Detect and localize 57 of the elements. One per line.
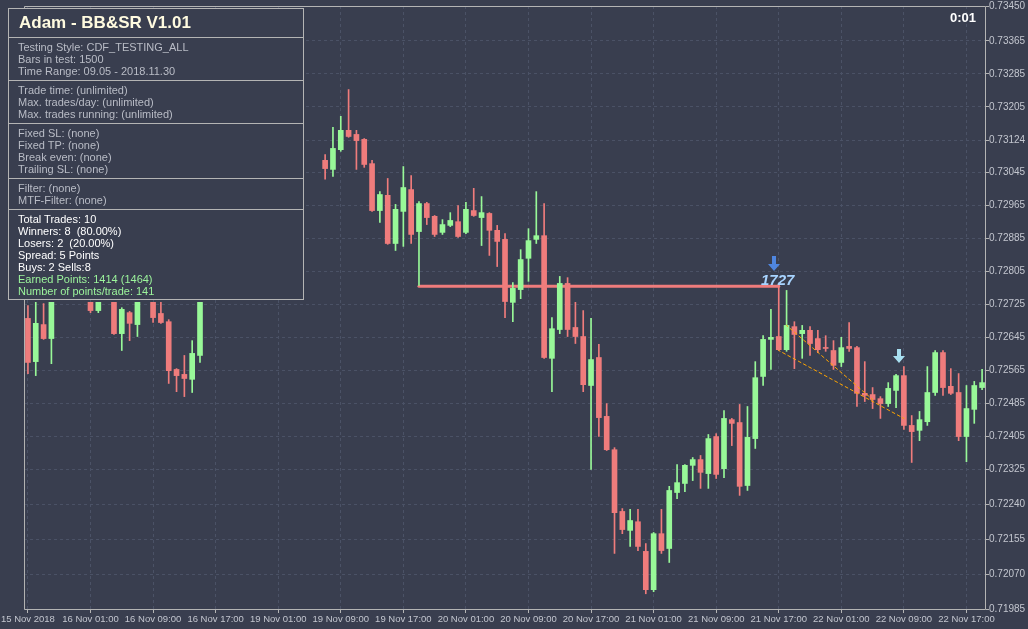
x-tick-label: 20 Nov 17:00 (562, 613, 620, 625)
annotation: Number of points/trade: 141 (18, 285, 156, 297)
y-tick-label: 0.72325 (989, 462, 1026, 474)
x-tick-label: 22 Nov 17:00 (938, 613, 995, 625)
y-tick-label: 0.72155 (989, 532, 1026, 544)
annotation: Fixed SL: (none) (18, 127, 101, 139)
annotation: MTF-Filter: (none) (18, 194, 108, 206)
y-tick-label: 0.72405 (989, 429, 1026, 441)
annotation: Trailing SL: (none) (18, 163, 110, 175)
y-tick-label: 0.73205 (989, 100, 1026, 112)
annotation: 0:01 (948, 10, 976, 25)
x-tick-label: 15 Nov 2018 (1, 613, 55, 625)
y-tick-label: 0.72805 (989, 265, 1026, 277)
annotation: Bars in test: 1500 (18, 53, 105, 65)
y-tick-label: 0.73045 (989, 166, 1026, 178)
x-tick-label: 21 Nov 17:00 (750, 613, 807, 625)
y-tick-label: 0.72725 (989, 298, 1026, 310)
annotation: Fixed TP: (none) (18, 139, 101, 151)
x-tick-label: 22 Nov 09:00 (875, 613, 933, 625)
x-tick-label: 16 Nov 09:00 (124, 613, 182, 625)
x-tick-label: 16 Nov 17:00 (187, 613, 244, 625)
y-tick-label: 0.72885 (989, 232, 1026, 244)
annotation: Break even: (none) (18, 151, 113, 163)
x-tick-label: 22 Nov 01:00 (813, 613, 870, 625)
y-tick-label: 0.72965 (989, 199, 1026, 211)
annotation: Total Trades: 10 (18, 213, 98, 225)
y-tick-label: 0.73450 (989, 0, 1026, 11)
y-tick-label: 0.73365 (989, 34, 1026, 46)
annotation: Testing Style: CDF_TESTING_ALL (18, 41, 190, 53)
annotation: Earned Points: 1414 (1464) (18, 273, 154, 285)
x-tick-label: 20 Nov 09:00 (500, 613, 557, 625)
x-tick-label: 21 Nov 09:00 (687, 613, 745, 625)
y-tick-label: 0.71985 (989, 602, 1026, 614)
chart-title: Adam - BB&SR V1.01 (18, 12, 192, 34)
y-tick-label: 0.73285 (989, 67, 1026, 79)
x-tick-label: 20 Nov 01:00 (437, 613, 495, 625)
annotation: Spread: 5 Points (18, 249, 101, 261)
y-tick-label: 0.73124 (989, 133, 1026, 145)
annotation: Losers: 2 (20.00%) (18, 237, 115, 249)
x-tick-label: 21 Nov 01:00 (625, 613, 682, 625)
annotation: Max. trades/day: (unlimited) (18, 96, 155, 108)
annotation: Filter: (none) (18, 182, 82, 194)
x-tick-label: 19 Nov 09:00 (312, 613, 370, 625)
annotation: Max. trades running: (unlimited) (18, 108, 174, 120)
annotation: Time Range: 09.05 - 2018.11.30 (18, 65, 177, 77)
y-tick-label: 0.72485 (989, 396, 1026, 408)
annotation: Winners: 8 (80.00%) (18, 225, 123, 237)
annotation: Trade time: (unlimited) (18, 84, 129, 96)
x-tick-label: 19 Nov 01:00 (249, 613, 307, 625)
annotation: 1727 (761, 271, 795, 288)
y-tick-label: 0.72565 (989, 364, 1026, 376)
x-tick-label: 19 Nov 17:00 (375, 613, 432, 625)
y-tick-label: 0.72070 (989, 567, 1026, 579)
y-tick-label: 0.72645 (989, 331, 1026, 343)
annotation: Buys: 2 Sells:8 (18, 261, 92, 273)
x-tick-label: 16 Nov 01:00 (62, 613, 119, 625)
y-tick-label: 0.72240 (989, 497, 1026, 509)
